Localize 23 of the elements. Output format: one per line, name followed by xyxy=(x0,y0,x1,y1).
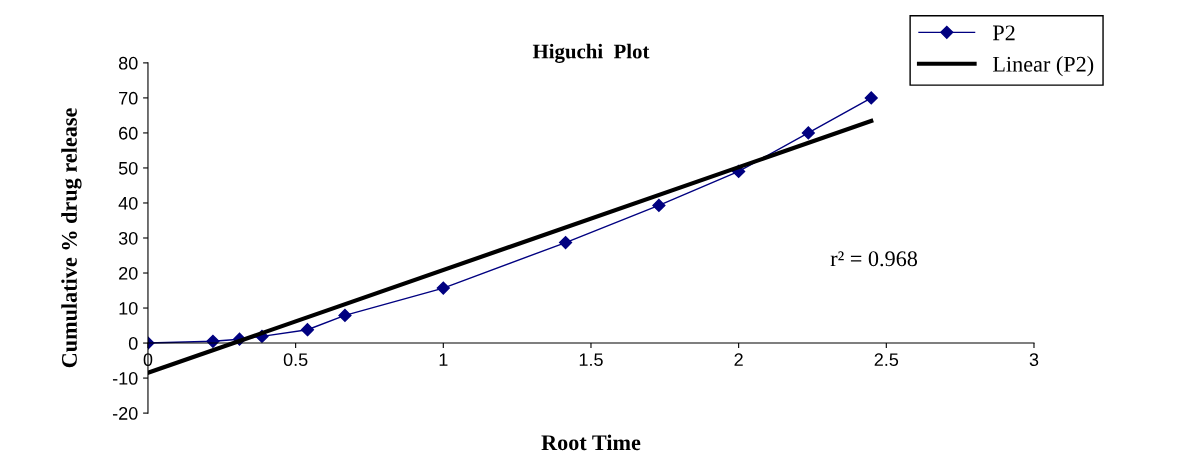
x-tick-label: 3 xyxy=(1029,353,1039,367)
legend-label: Linear (P2) xyxy=(992,56,1094,77)
y-tick-label: 10 xyxy=(119,301,138,315)
y-tick-label: 70 xyxy=(119,91,138,105)
y-tick-label: -20 xyxy=(112,407,138,420)
x-tick-label: 0.5 xyxy=(283,353,308,367)
y-tick-label: 50 xyxy=(118,161,138,175)
x-tick-label: 2 xyxy=(734,353,743,366)
x-tick-label: 1 xyxy=(439,353,448,366)
annotation: r² = 0.968 xyxy=(830,251,918,267)
x-axis-title: Root Time xyxy=(541,434,641,451)
y-tick-label: 20 xyxy=(119,266,138,280)
y-tick-label: 30 xyxy=(118,231,138,245)
y-tick-label: 60 xyxy=(119,126,138,140)
y-tick-label: 40 xyxy=(118,196,138,210)
y-tick-label: 80 xyxy=(118,56,138,70)
x-tick-label: 2.5 xyxy=(874,353,899,367)
y-tick-label: 0 xyxy=(128,336,138,350)
y-tick-label: -10 xyxy=(112,372,138,385)
legend-label: P2 xyxy=(992,25,1015,41)
chart-title: Higuchi Plot xyxy=(532,43,650,63)
x-tick-label: 1.5 xyxy=(579,353,603,367)
y-axis-title: Cumulative % drug release xyxy=(61,108,82,368)
